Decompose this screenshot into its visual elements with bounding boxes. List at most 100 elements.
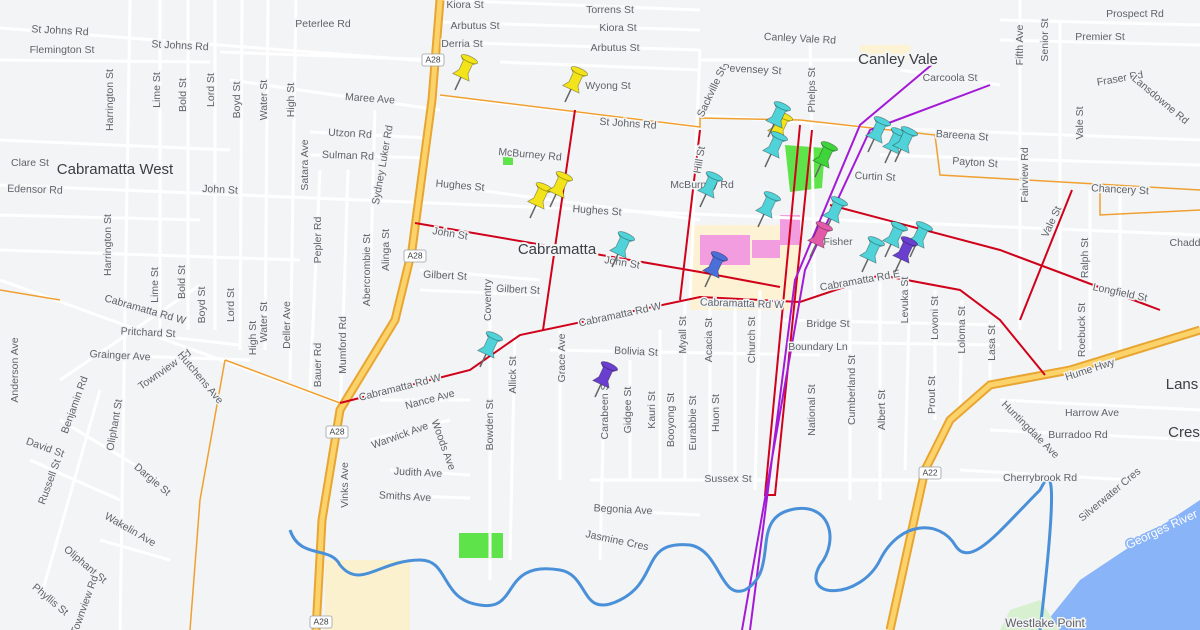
land-area bbox=[860, 45, 910, 60]
pin-head bbox=[705, 171, 724, 182]
river bbox=[288, 477, 1054, 630]
land-area bbox=[325, 560, 410, 630]
pin bbox=[701, 251, 729, 288]
pin-head bbox=[600, 361, 619, 372]
street-label: Harrington St bbox=[102, 214, 114, 276]
street-label: Abercrombie St bbox=[361, 234, 373, 306]
pin-needle bbox=[611, 253, 619, 268]
street-label: Alinga St bbox=[380, 229, 392, 271]
street-label: Westlake Point bbox=[1005, 616, 1085, 630]
pin-needle bbox=[549, 193, 557, 208]
street-label: Sussex St bbox=[704, 473, 751, 485]
street-label: Hughes St bbox=[572, 203, 622, 218]
street-label: Carcoola St bbox=[923, 72, 978, 84]
pin-head bbox=[555, 171, 574, 182]
street-label: Pepler Rd bbox=[312, 217, 324, 264]
street-label: Lime St bbox=[149, 267, 161, 303]
road-shield-label: A28 bbox=[329, 426, 344, 436]
street-label: Edensor Rd bbox=[7, 183, 63, 197]
place-label: Cres bbox=[1168, 424, 1200, 441]
pin bbox=[891, 236, 919, 273]
street-label: Boyd St bbox=[196, 287, 208, 324]
pin-needle bbox=[479, 353, 487, 368]
street-label: Canley Vale Rd bbox=[764, 31, 837, 47]
street-label: Acacia St bbox=[703, 318, 715, 362]
pin bbox=[764, 101, 792, 138]
street-label: Lord St bbox=[205, 73, 217, 107]
street-label: Sulman Rd bbox=[322, 149, 374, 163]
street-label: Boundary Ln bbox=[788, 341, 848, 353]
pin-needle bbox=[704, 273, 712, 288]
boundary bbox=[0, 94, 1200, 630]
pin-needle bbox=[861, 258, 869, 273]
street-label: Grainger Ave bbox=[89, 348, 151, 363]
street-label: Gilbert St bbox=[423, 269, 467, 283]
street-label: Hughes St bbox=[435, 178, 485, 194]
road-shield-label: A28 bbox=[407, 250, 422, 260]
pin-head bbox=[890, 221, 909, 232]
park bbox=[1000, 600, 1060, 630]
street-label: Bauer Rd bbox=[312, 343, 324, 388]
street-label: Coventry bbox=[482, 278, 494, 321]
street-label: Maree Ave bbox=[345, 91, 396, 106]
pin bbox=[561, 66, 589, 103]
street-label: Albert St bbox=[876, 390, 888, 430]
place-label: Lans bbox=[1166, 376, 1199, 393]
pin-head bbox=[773, 101, 792, 112]
pin-needle bbox=[454, 76, 462, 91]
street-label: Lime St bbox=[151, 72, 163, 108]
park bbox=[503, 150, 513, 165]
street-label: St Johns Rd bbox=[151, 38, 209, 53]
pin bbox=[864, 116, 892, 153]
street-label: Peterlee Rd bbox=[295, 18, 351, 30]
street-label: Bareena St bbox=[935, 128, 988, 144]
road-shield bbox=[403, 249, 427, 263]
pin bbox=[754, 191, 782, 228]
place-label: Cabramatta bbox=[518, 241, 597, 258]
pin-head bbox=[820, 141, 839, 152]
street-label: St Johns Rd bbox=[599, 116, 657, 132]
road-shield bbox=[309, 615, 333, 629]
street-label: Deller Ave bbox=[281, 301, 293, 349]
street-label: Derria St bbox=[441, 38, 483, 50]
road-shield bbox=[918, 466, 942, 480]
street-label: Fifth Ave bbox=[1014, 25, 1026, 66]
highway bbox=[313, 0, 443, 630]
pin-needle bbox=[809, 243, 817, 258]
pin-head bbox=[617, 231, 636, 242]
street-label: Mumford Rd bbox=[337, 316, 349, 374]
pin-head bbox=[770, 131, 789, 142]
street-label: Bold St bbox=[177, 78, 189, 112]
pin-needle bbox=[894, 258, 902, 273]
pin-head bbox=[915, 221, 934, 232]
street-label: Gilbert St bbox=[496, 283, 540, 297]
street-label: Bridge St bbox=[806, 318, 849, 330]
pin-head bbox=[815, 221, 834, 232]
place-label: Canley Vale bbox=[858, 51, 938, 68]
pin-needle bbox=[699, 193, 707, 208]
street-label: Kauri St bbox=[646, 391, 658, 428]
place-label: Cabramatta West bbox=[57, 161, 174, 178]
pin-head bbox=[900, 236, 919, 247]
street-label: Fairview Rd bbox=[1019, 147, 1031, 203]
shopping-area bbox=[752, 240, 780, 258]
pin-head bbox=[830, 196, 849, 207]
pin-needle bbox=[909, 243, 917, 258]
street-label: Grace Ave bbox=[556, 333, 568, 382]
street-label: Wyong St bbox=[585, 80, 631, 92]
pin-needle bbox=[757, 213, 765, 228]
pin bbox=[806, 221, 834, 258]
pin-needle bbox=[814, 163, 822, 178]
pin-head bbox=[763, 191, 782, 202]
pin-needle bbox=[884, 149, 892, 164]
street-label: Curtin St bbox=[854, 170, 896, 184]
street-label: Flemington St bbox=[30, 44, 95, 56]
park bbox=[459, 533, 503, 558]
street-label: Huon St bbox=[710, 394, 722, 432]
pin bbox=[858, 236, 886, 273]
street-label: Roebuck St bbox=[1076, 303, 1088, 357]
street-label: Bolivia St bbox=[614, 345, 658, 359]
pin-needle bbox=[529, 204, 537, 219]
street-label: Bold St bbox=[176, 265, 188, 299]
